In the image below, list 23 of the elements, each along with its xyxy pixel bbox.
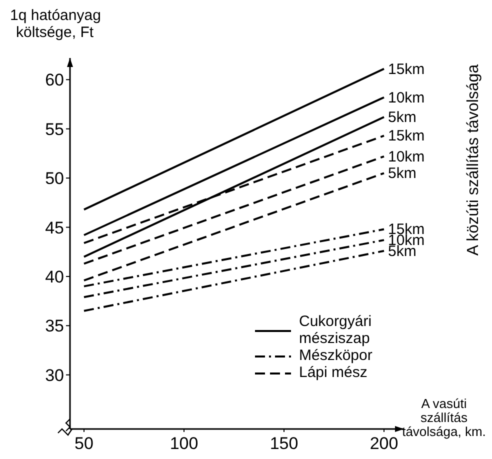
series-label: 10km	[388, 89, 425, 106]
y-axis-title: 1q hatóanyag költsége, Ft	[10, 7, 101, 41]
x-tick-label: 50	[74, 434, 94, 453]
annotation: Mészköpor	[299, 347, 372, 364]
x-axis-title: A vasúti szállítás távolsága, km.	[402, 396, 486, 439]
y-tick-label: 35	[45, 316, 64, 336]
series-label: 10km	[388, 148, 425, 166]
y-tick-label: 40	[45, 267, 64, 286]
x-tick-label: 200	[370, 434, 398, 453]
series-label: 5km	[388, 109, 416, 126]
y-tick-label: 50	[45, 169, 64, 188]
series-label: 15km	[388, 60, 425, 78]
y-tick-label: 60	[45, 70, 64, 90]
series-label: 5km	[388, 165, 416, 182]
y-tick-label: 55	[45, 120, 64, 139]
annotation: Cukorgyári mésziszap	[299, 313, 372, 347]
series-label: 15km	[388, 128, 425, 145]
y-tick-label: 45	[45, 218, 64, 238]
x-tick-label: 100	[170, 434, 198, 453]
y-tick-label: 30	[45, 366, 64, 385]
y2-axis-title: A közúti szállítás távolsága	[465, 64, 482, 256]
annotation: Lápi mész	[299, 364, 368, 381]
x-tick-label: 150	[270, 434, 298, 453]
